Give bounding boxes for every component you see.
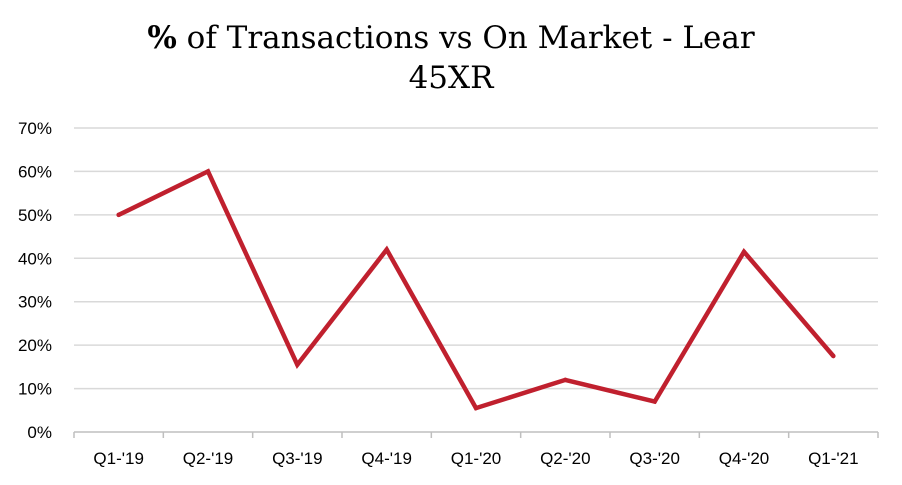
x-tick-label: Q2-'19	[183, 449, 234, 468]
data-point	[741, 249, 747, 254]
x-tick-label: Q1-'20	[451, 449, 502, 468]
data-point	[295, 362, 300, 367]
y-tick-label: 70%	[18, 119, 52, 138]
chart-title-text: of Transactions vs On Market - Lear	[176, 20, 755, 56]
x-tick-label: Q4-'20	[719, 449, 770, 468]
chart-title-line-2: 45XR	[408, 60, 494, 96]
data-point	[473, 405, 479, 411]
data-point	[116, 212, 121, 218]
data-point	[563, 377, 568, 383]
y-tick-label: 50%	[18, 206, 52, 225]
data-point	[205, 169, 211, 174]
chart-title-percent: %	[147, 20, 177, 56]
x-tick-label: Q3-'19	[272, 449, 323, 468]
data-point	[652, 399, 657, 404]
x-tick-label: Q1-'21	[808, 449, 859, 468]
x-tick-label: Q2-'20	[540, 449, 591, 468]
data-point	[831, 353, 836, 359]
series-line	[116, 168, 836, 411]
y-tick-label: 30%	[18, 293, 52, 312]
y-tick-label: 60%	[18, 162, 52, 181]
x-tick-label: Q1-'19	[93, 449, 144, 468]
chart-title-line-1: % of Transactions vs On Market - Lear	[0, 18, 902, 58]
y-tick-label: 10%	[18, 380, 52, 399]
data-point	[384, 247, 389, 252]
y-tick-label: 0%	[27, 423, 52, 442]
x-tick-label: Q4-'19	[361, 449, 412, 468]
chart-title: % of Transactions vs On Market - Lear 45…	[0, 18, 902, 98]
x-tick-label: Q3-'20	[629, 449, 680, 468]
y-tick-label: 20%	[18, 336, 52, 355]
y-tick-label: 40%	[18, 249, 52, 268]
